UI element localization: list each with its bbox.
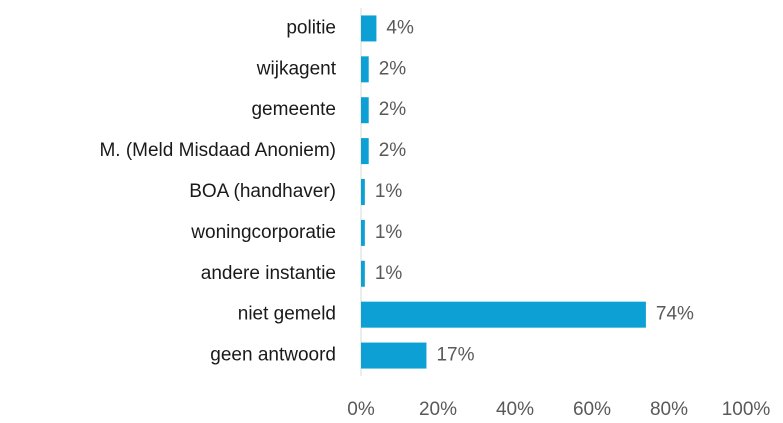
- x-tick-label: 20%: [419, 399, 457, 420]
- bar: [361, 179, 365, 205]
- value-label: 2%: [379, 99, 407, 120]
- bar: [361, 260, 365, 287]
- value-label: 17%: [436, 345, 474, 366]
- value-label: 74%: [656, 304, 694, 325]
- value-label: 2%: [379, 140, 407, 161]
- category-label: gemeente: [251, 99, 336, 120]
- bar: [361, 301, 646, 328]
- category-label: andere instantie: [201, 263, 336, 284]
- value-label: 1%: [375, 263, 403, 284]
- category-label: BOA (handhaver): [189, 181, 336, 202]
- category-label: politie: [286, 17, 336, 38]
- bar: [361, 138, 369, 165]
- bar: [361, 219, 365, 246]
- x-tick-label: 40%: [496, 399, 534, 420]
- x-tick-label: 60%: [573, 399, 611, 420]
- bar: [361, 97, 369, 124]
- value-label: 4%: [386, 17, 414, 38]
- x-tick-label: 80%: [650, 399, 688, 420]
- x-tick-label: 100%: [722, 399, 771, 420]
- bar: [361, 342, 427, 369]
- x-tick-label: 0%: [347, 399, 375, 420]
- value-label: 2%: [379, 58, 407, 79]
- category-label: woningcorporatie: [190, 222, 336, 243]
- category-label: M. (Meld Misdaad Anoniem): [99, 140, 336, 161]
- value-label: 1%: [375, 222, 403, 243]
- bar: [361, 15, 377, 42]
- category-label: geen antwoord: [210, 345, 336, 366]
- value-label: 1%: [375, 181, 403, 202]
- bar: [361, 56, 369, 83]
- category-label: wijkagent: [256, 58, 337, 79]
- category-label: niet gemeld: [238, 304, 336, 325]
